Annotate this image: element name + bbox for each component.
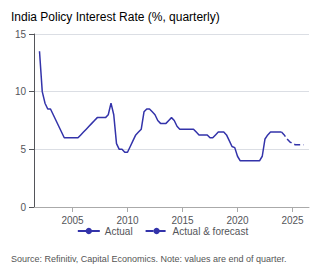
svg-text:Actual & forecast: Actual & forecast — [173, 226, 249, 237]
svg-text:10: 10 — [15, 86, 27, 97]
svg-text:2025: 2025 — [281, 215, 304, 226]
svg-text:0: 0 — [20, 202, 26, 213]
svg-text:Source: Refinitiv, Capital Eco: Source: Refinitiv, Capital Economics. No… — [11, 254, 286, 264]
svg-text:Actual: Actual — [105, 226, 133, 237]
svg-text:2015: 2015 — [171, 215, 194, 226]
svg-text:2020: 2020 — [226, 215, 249, 226]
svg-text:15: 15 — [15, 29, 27, 40]
svg-text:2005: 2005 — [61, 215, 84, 226]
svg-text:India Policy Interest Rate (%,: India Policy Interest Rate (%, quarterly… — [11, 10, 220, 24]
svg-text:5: 5 — [20, 144, 26, 155]
svg-text:2010: 2010 — [116, 215, 139, 226]
